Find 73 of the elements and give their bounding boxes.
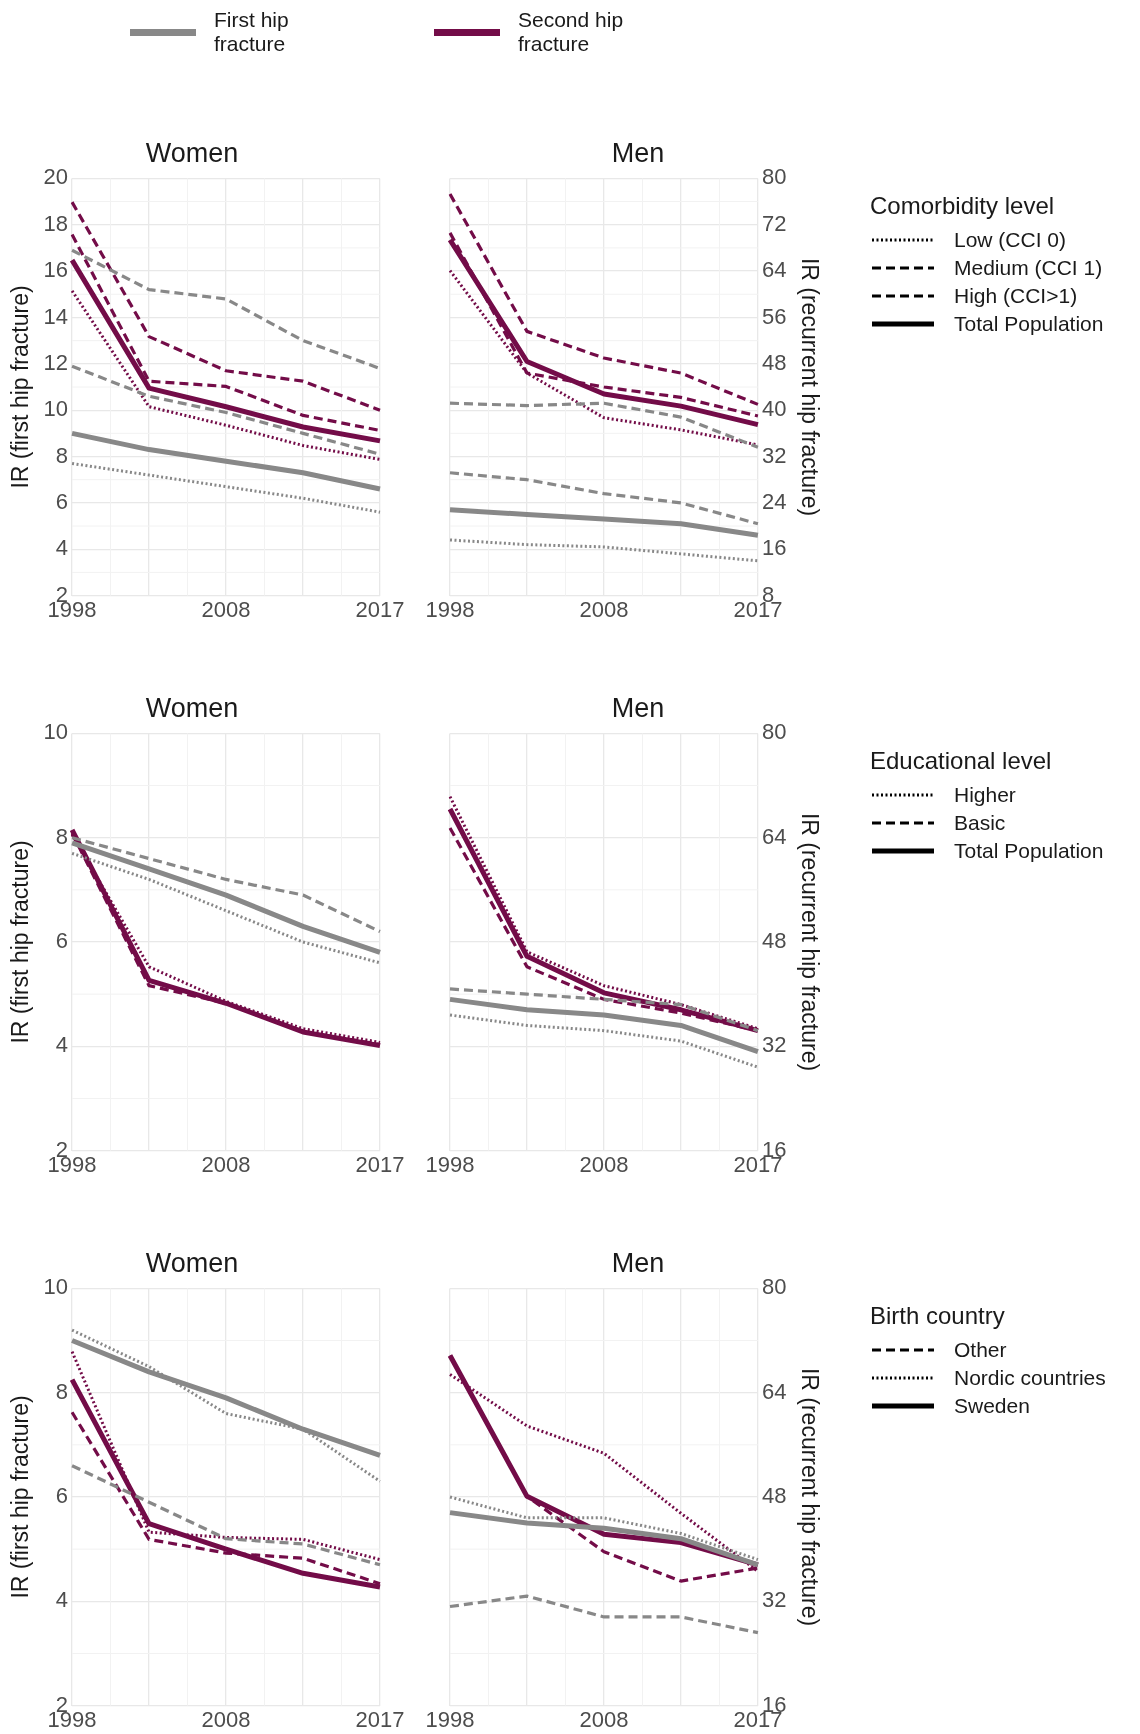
text: Total Population	[954, 839, 1105, 863]
y-axis-title: IR (first hip fracture)	[7, 1395, 34, 1599]
text: Higher	[954, 783, 1017, 807]
text: Basic	[954, 811, 1007, 835]
chart-title: Men	[611, 137, 665, 168]
text: Medium (CCI 1)	[954, 256, 1104, 280]
y-tick-label: 12	[43, 349, 69, 375]
y2-tick-label: 24	[761, 488, 787, 514]
y-tick-label: 10	[43, 1274, 69, 1300]
y-tick-label: 18	[43, 210, 69, 236]
y-tick-label: 10	[43, 396, 69, 422]
x-tick-label: 2017	[355, 596, 405, 622]
y2-tick-label: 56	[761, 303, 787, 329]
y-tick-label: 4	[55, 535, 69, 561]
x-tick-label: 2008	[201, 596, 251, 622]
legend-title: Birth country	[870, 1302, 1006, 1330]
y-tick-label: 16	[43, 257, 69, 283]
y2-tick-label: 32	[761, 442, 787, 468]
y-tick-label: 4	[55, 1032, 69, 1058]
y-tick-label: 6	[55, 1483, 69, 1509]
x-tick-label: 2008	[579, 1151, 629, 1177]
chart-title: Men	[611, 692, 665, 723]
y2-tick-label: 64	[761, 1378, 787, 1404]
y2-tick-label: 48	[761, 928, 787, 954]
text: Other	[954, 1338, 1008, 1362]
x-tick-label: 2008	[579, 596, 629, 622]
x-tick-label: 2008	[201, 1706, 251, 1732]
y2-tick-label: 72	[761, 210, 787, 236]
x-tick-label: 1998	[425, 1151, 475, 1177]
x-tick-label: 2017	[355, 1151, 405, 1177]
y-tick-label: 6	[55, 488, 69, 514]
y2-tick-label: 80	[761, 719, 787, 745]
text: High (CCI>1)	[954, 284, 1079, 308]
chart-title: Women	[145, 137, 239, 168]
text: Nordic countries	[954, 1366, 1107, 1390]
y2-axis-title: IR (recurrent hip fracture)	[796, 812, 823, 1072]
y2-tick-label: 32	[761, 1587, 787, 1613]
y-tick-label: 10	[43, 719, 69, 745]
y-tick-label: 8	[55, 1378, 69, 1404]
y2-tick-label: 64	[761, 823, 787, 849]
y2-tick-label: 32	[761, 1032, 787, 1058]
chart-title: Women	[145, 1247, 239, 1278]
text: Sweden	[954, 1394, 1031, 1418]
text: Second hip fracture	[518, 8, 625, 56]
y-tick-label: 8	[55, 442, 69, 468]
y-axis-title: IR (first hip fracture)	[7, 285, 34, 489]
chart-title: Men	[611, 1247, 665, 1278]
text: Low (CCI 0)	[954, 228, 1068, 252]
x-tick-label: 2008	[201, 1151, 251, 1177]
y2-tick-label: 64	[761, 257, 787, 283]
text: Total Population	[954, 312, 1105, 336]
y-tick-label: 14	[43, 303, 69, 329]
y2-axis-title: IR (recurrent hip fracture)	[796, 1367, 823, 1627]
y2-tick-label: 80	[761, 1274, 787, 1300]
y2-tick-label: 48	[761, 1483, 787, 1509]
y-tick-label: 20	[43, 164, 69, 190]
x-tick-label: 1998	[425, 1706, 475, 1732]
x-tick-label: 1998	[425, 596, 475, 622]
x-tick-label: 2017	[355, 1706, 405, 1732]
y2-axis-title: IR (recurrent hip fracture)	[796, 257, 823, 517]
y2-tick-label: 40	[761, 396, 787, 422]
legend-title: Educational level	[870, 747, 1053, 775]
y-tick-label: 6	[55, 928, 69, 954]
y-tick-label: 4	[55, 1587, 69, 1613]
y2-tick-label: 48	[761, 349, 787, 375]
y2-tick-label: 80	[761, 164, 787, 190]
x-tick-label: 2008	[579, 1706, 629, 1732]
y2-tick-label: 16	[761, 535, 787, 561]
y-tick-label: 8	[55, 823, 69, 849]
text: First hip fracture	[214, 8, 290, 56]
y-axis-title: IR (first hip fracture)	[7, 840, 34, 1044]
chart-title: Women	[145, 692, 239, 723]
legend-title: Comorbidity level	[870, 192, 1056, 220]
